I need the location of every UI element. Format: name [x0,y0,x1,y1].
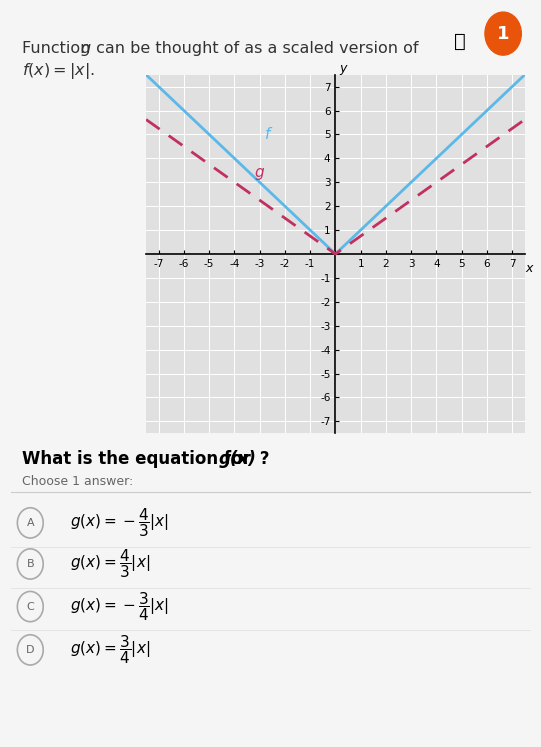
Text: ?: ? [254,450,270,468]
Text: $g(x) = -\dfrac{4}{3}|x|$: $g(x) = -\dfrac{4}{3}|x|$ [70,506,169,539]
Text: B: B [27,559,34,569]
Text: g(x): g(x) [219,450,257,468]
Text: Choose 1 answer:: Choose 1 answer: [22,475,133,489]
Text: $g(x) = -\dfrac{3}{4}|x|$: $g(x) = -\dfrac{3}{4}|x|$ [70,590,169,623]
Text: Function: Function [22,41,95,56]
Text: g: g [255,166,264,181]
Text: C: C [27,601,34,612]
Text: $f(x) = |x|.$: $f(x) = |x|.$ [22,61,95,81]
Text: $g(x) = \dfrac{3}{4}|x|$: $g(x) = \dfrac{3}{4}|x|$ [70,633,150,666]
Text: 1: 1 [497,25,510,43]
Text: 🔥: 🔥 [454,31,466,51]
Text: g: g [80,41,90,56]
Text: What is the equation for: What is the equation for [22,450,256,468]
Text: $g(x) = \dfrac{4}{3}|x|$: $g(x) = \dfrac{4}{3}|x|$ [70,548,150,580]
Circle shape [485,12,522,55]
Text: A: A [27,518,34,528]
Text: D: D [26,645,35,655]
Text: f: f [265,127,270,142]
Text: can be thought of as a scaled version of: can be thought of as a scaled version of [91,41,424,56]
Text: $x$: $x$ [525,261,535,275]
Text: $y$: $y$ [339,63,349,77]
